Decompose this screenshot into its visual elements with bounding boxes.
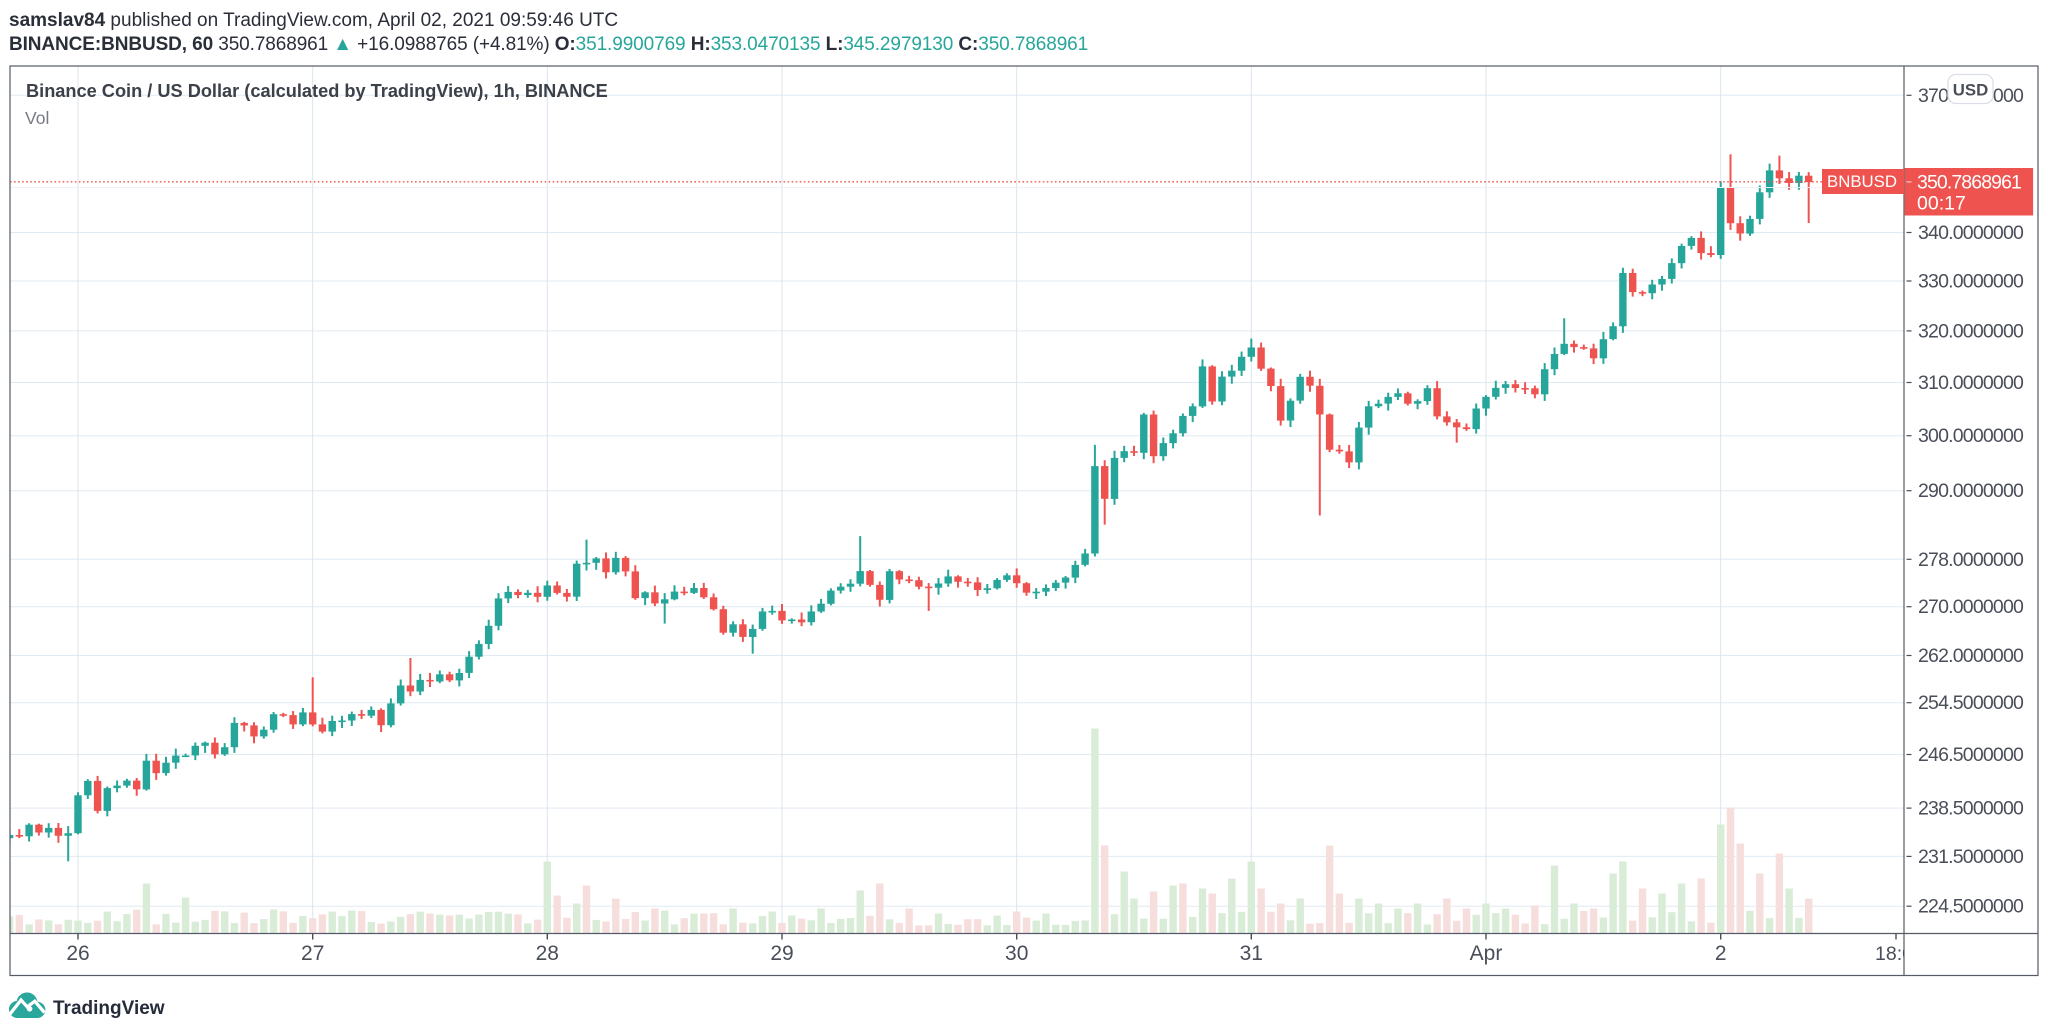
svg-text:320.0000000: 320.0000000 [1918,320,2024,342]
svg-text:USD: USD [1953,81,1988,100]
svg-text:254.5000000: 254.5000000 [1918,692,2024,714]
svg-text:290.0000000: 290.0000000 [1918,480,2024,502]
svg-text:2: 2 [1715,942,1727,965]
svg-text:224.5000000: 224.5000000 [1918,896,2024,918]
svg-text:TradingView: TradingView [53,998,165,1019]
svg-text:231.5000000: 231.5000000 [1918,846,2024,868]
svg-text:27: 27 [301,942,324,965]
svg-text:246.5000000: 246.5000000 [1918,744,2024,766]
svg-text:28: 28 [536,942,559,965]
svg-text:270.0000000: 270.0000000 [1918,596,2024,618]
svg-text:samslav84 published on Trading: samslav84 published on TradingView.com, … [9,10,618,31]
svg-text:278.0000000: 278.0000000 [1918,549,2024,571]
svg-text:300.0000000: 300.0000000 [1918,425,2024,447]
svg-text:Vol: Vol [25,108,49,128]
svg-text:310.0000000: 310.0000000 [1918,372,2024,394]
svg-text:BNBUSD: BNBUSD [1827,172,1897,191]
svg-text:Binance Coin / US Dollar (calc: Binance Coin / US Dollar (calculated by … [26,81,608,101]
svg-text:29: 29 [770,942,793,965]
svg-text:18:00: 18:00 [1875,943,1924,965]
svg-text:262.0000000: 262.0000000 [1918,645,2024,667]
svg-text:31: 31 [1240,942,1263,965]
svg-text:BINANCE:BNBUSD, 60 350.786896: BINANCE:BNBUSD, 60 350.7868961 ▲ +16.098… [9,34,1088,55]
svg-text:238.5000000: 238.5000000 [1918,798,2024,820]
svg-text:30: 30 [1005,942,1028,965]
svg-text:00:17: 00:17 [1917,193,1966,215]
svg-text:330.0000000: 330.0000000 [1918,271,2024,293]
svg-text:26: 26 [66,942,89,965]
svg-text:Apr: Apr [1470,942,1503,965]
svg-text:350.7868961: 350.7868961 [1917,172,2021,194]
svg-text:340.0000000: 340.0000000 [1918,222,2024,244]
